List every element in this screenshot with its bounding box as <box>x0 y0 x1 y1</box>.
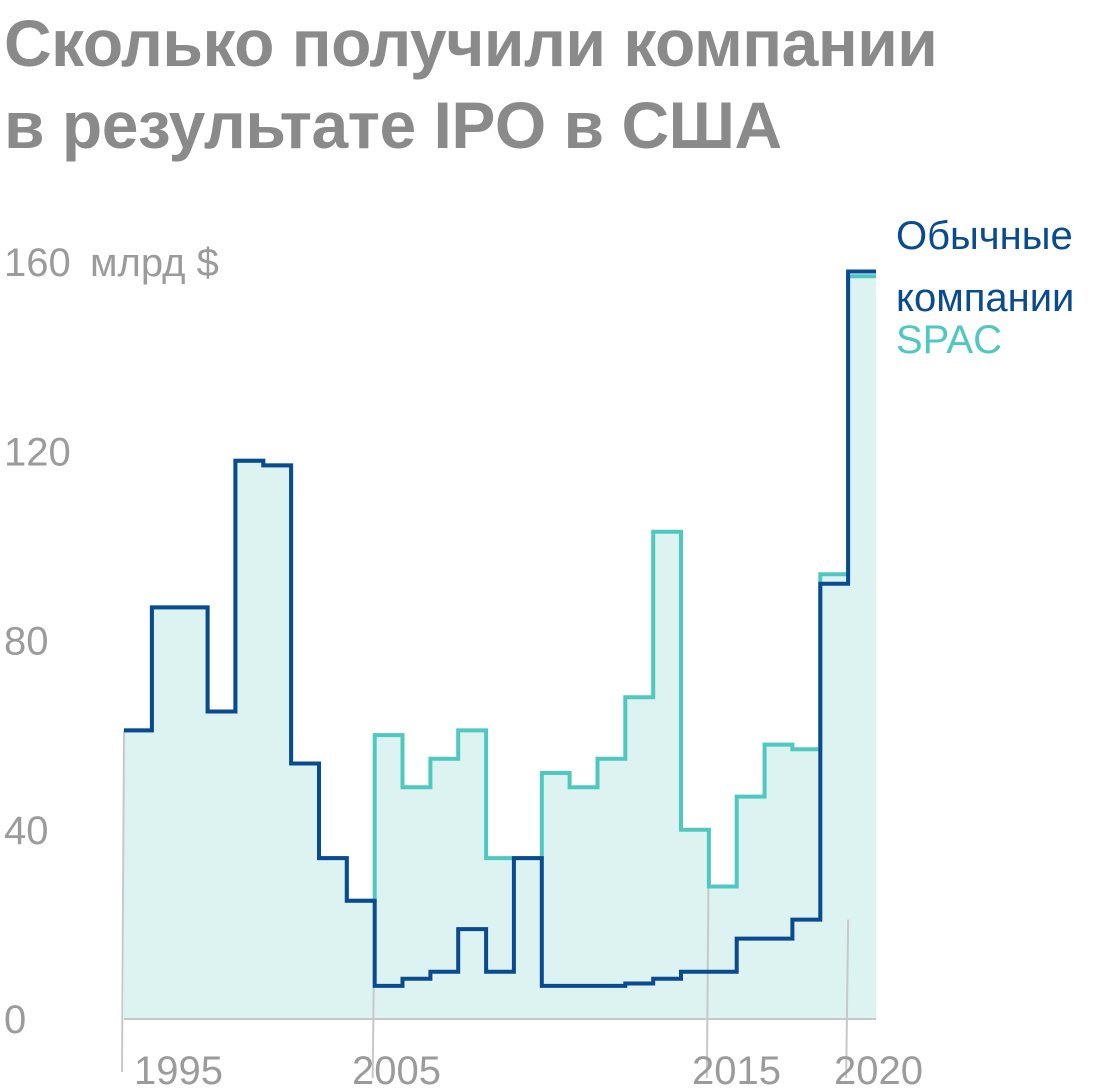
chart-title-line-1: Сколько получили компании <box>4 6 938 80</box>
legend-label-spac: SPAC <box>896 318 1002 362</box>
total-area-fill <box>124 276 876 1019</box>
series-lines <box>124 269 876 988</box>
legend-label-regular-line-2: компании <box>896 276 1074 320</box>
x-tick-label-1995: 1995 <box>134 1049 223 1088</box>
y-tick-label-120: 120 <box>4 430 71 474</box>
total-area-fill-layer <box>124 276 876 1019</box>
y-tick-label-80: 80 <box>4 620 49 664</box>
y-axis-ticks: 0 40 80 120 160 млрд $ <box>4 241 219 1042</box>
chart-title: Сколько получили компании в результате I… <box>4 2 938 166</box>
y-tick-label-160: 160 <box>4 241 71 285</box>
legend-label-regular-line-1: Обычные <box>896 214 1073 258</box>
x-tick-label-2005: 2005 <box>352 1049 441 1088</box>
series-line-regular <box>124 269 876 988</box>
guide-line-1995 <box>121 730 125 1073</box>
y-axis-unit-label: млрд $ <box>90 241 219 285</box>
x-tick-label-2020: 2020 <box>834 1049 923 1088</box>
x-tick-label-2015: 2015 <box>692 1049 781 1088</box>
x-axis-ticks: 1995 2005 2015 2020 <box>134 1049 923 1088</box>
chart-title-line-2: в результате IPO в США <box>4 88 782 162</box>
guide-line-2020 <box>845 919 850 1079</box>
y-tick-label-0: 0 <box>4 998 26 1042</box>
y-tick-label-40: 40 <box>4 809 49 853</box>
